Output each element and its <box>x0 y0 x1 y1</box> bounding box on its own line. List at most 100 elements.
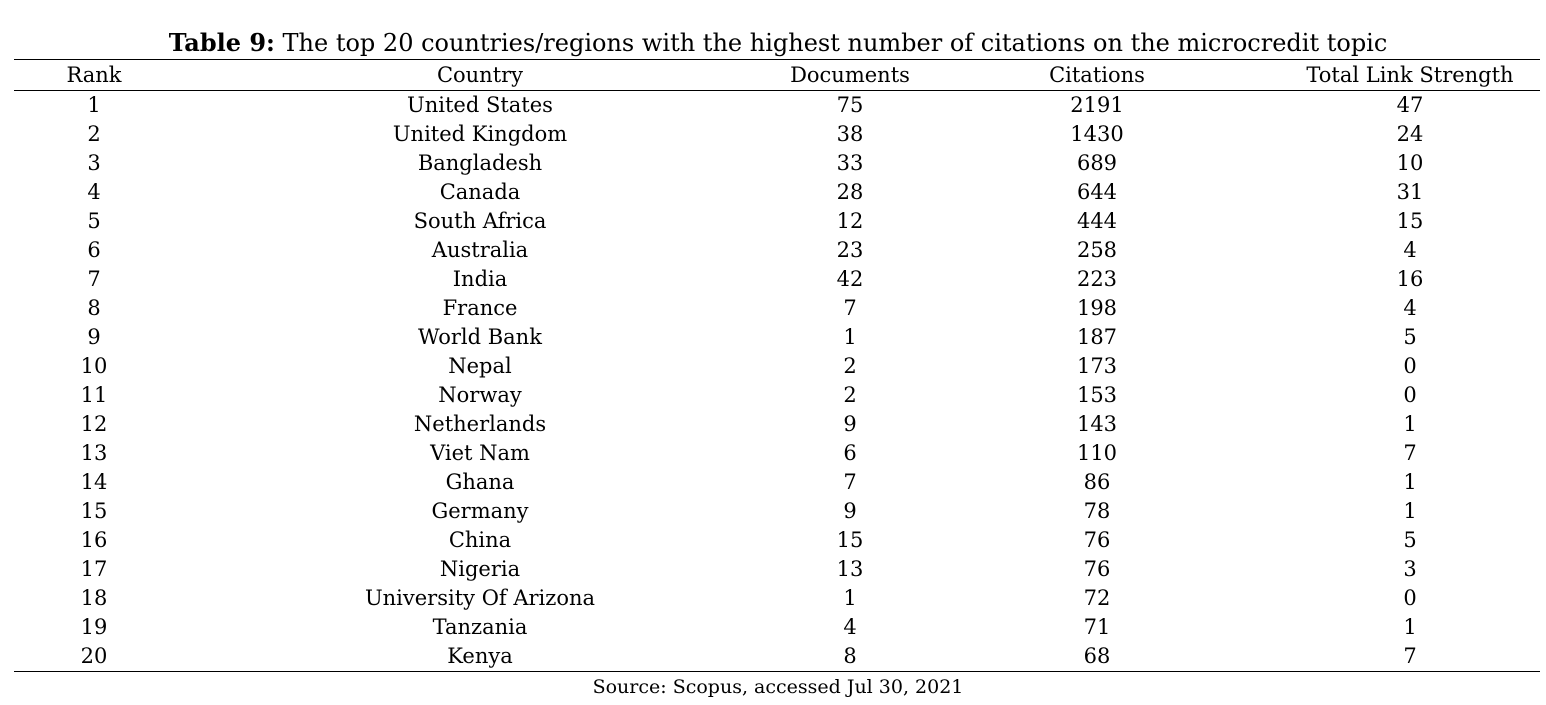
cell-total-link-strength: 0 <box>1403 383 1417 407</box>
cell-citations: 198 <box>1076 296 1118 320</box>
table-row: 7 India 42 223 16 <box>14 265 1540 294</box>
cell-rank: 20 <box>14 642 174 672</box>
cell-documents: 1 <box>843 325 857 349</box>
cell-rank: 17 <box>80 557 108 581</box>
cell-documents: 2 <box>843 354 857 378</box>
cell-total-link-strength: 10 <box>1396 151 1424 175</box>
cell-country: Tanzania <box>432 615 528 639</box>
table-caption: Table 9: The top 20 countries/regions wi… <box>0 28 1546 58</box>
cell-documents: 13 <box>836 557 864 581</box>
cell-country: France <box>442 296 518 320</box>
cell-citations: 1430 <box>1070 122 1124 146</box>
cell-documents: 8 <box>786 642 914 672</box>
cell-documents: 15 <box>836 528 864 552</box>
table-row: 19 Tanzania 4 71 1 <box>14 613 1540 642</box>
cell-citations: 689 <box>1076 151 1118 175</box>
cell-total-link-strength: 1 <box>1403 470 1417 494</box>
cell-country: Netherlands <box>413 412 547 436</box>
table-caption-label: Table 9: <box>168 28 275 57</box>
cell-citations: 143 <box>1076 412 1118 436</box>
cell-total-link-strength: 7 <box>1280 642 1540 672</box>
cell-citations: 76 <box>1083 528 1111 552</box>
table-row: 14 Ghana 7 86 1 <box>14 468 1540 497</box>
cell-documents: 9 <box>843 499 857 523</box>
cell-country: United Kingdom <box>392 122 568 146</box>
table-row: 2 United Kingdom 38 1430 24 <box>14 120 1540 149</box>
cell-documents: 38 <box>836 122 864 146</box>
table-row: 4 Canada 28 644 31 <box>14 178 1540 207</box>
cell-citations: 153 <box>1076 383 1118 407</box>
cell-citations: 76 <box>1083 557 1111 581</box>
cell-citations: 68 <box>914 642 1280 672</box>
cell-documents: 7 <box>843 296 857 320</box>
cell-country: Kenya <box>174 642 786 672</box>
cell-total-link-strength: 1 <box>1403 615 1417 639</box>
cell-country: Australia <box>431 238 529 262</box>
cell-country: Germany <box>431 499 529 523</box>
cell-country: Nepal <box>448 354 512 378</box>
cell-total-link-strength: 4 <box>1403 296 1417 320</box>
cell-total-link-strength: 5 <box>1403 528 1417 552</box>
cell-total-link-strength: 1 <box>1403 499 1417 523</box>
cell-rank: 3 <box>87 151 101 175</box>
cell-country: University Of Arizona <box>364 586 596 610</box>
cell-documents: 28 <box>836 180 864 204</box>
citations-table: Rank Country Documents Citations Total L… <box>14 59 1540 672</box>
cell-documents: 2 <box>843 383 857 407</box>
table-row: 3 Bangladesh 33 689 10 <box>14 149 1540 178</box>
cell-country: World Bank <box>418 325 542 349</box>
table-row: 18 University Of Arizona 1 72 0 <box>14 584 1540 613</box>
cell-total-link-strength: 5 <box>1403 325 1417 349</box>
cell-rank: 14 <box>80 470 108 494</box>
cell-country: United States <box>407 93 553 117</box>
cell-documents: 12 <box>836 209 864 233</box>
cell-rank: 9 <box>87 325 101 349</box>
table-row: 12 Netherlands 9 143 1 <box>14 410 1540 439</box>
table-row: 6 Australia 23 258 4 <box>14 236 1540 265</box>
cell-rank: 16 <box>80 528 108 552</box>
cell-country: Canada <box>439 180 521 204</box>
table-row: 5 South Africa 12 444 15 <box>14 207 1540 236</box>
cell-rank: 13 <box>80 441 108 465</box>
table-row: 1 United States 75 2191 47 <box>14 91 1540 121</box>
cell-documents: 23 <box>836 238 864 262</box>
header-total-link-strength: Total Link Strength <box>1280 59 1540 91</box>
cell-rank: 10 <box>80 354 108 378</box>
cell-total-link-strength: 16 <box>1396 267 1424 291</box>
cell-citations: 78 <box>1083 499 1111 523</box>
table-row: 9 World Bank 1 187 5 <box>14 323 1540 352</box>
cell-rank: 4 <box>87 180 101 204</box>
cell-documents: 42 <box>836 267 864 291</box>
cell-total-link-strength: 47 <box>1396 93 1424 117</box>
table-row: 15 Germany 9 78 1 <box>14 497 1540 526</box>
cell-country: India <box>452 267 508 291</box>
cell-rank: 7 <box>87 267 101 291</box>
cell-citations: 110 <box>1076 441 1118 465</box>
header-country: Country <box>174 59 786 91</box>
table-row: 8 France 7 198 4 <box>14 294 1540 323</box>
cell-rank: 6 <box>87 238 101 262</box>
cell-citations: 86 <box>1083 470 1111 494</box>
header-documents: Documents <box>786 59 914 91</box>
cell-documents: 9 <box>843 412 857 436</box>
cell-rank: 11 <box>80 383 108 407</box>
cell-citations: 644 <box>1076 180 1118 204</box>
cell-citations: 258 <box>1076 238 1118 262</box>
cell-total-link-strength: 15 <box>1396 209 1424 233</box>
cell-citations: 187 <box>1076 325 1118 349</box>
header-row: Rank Country Documents Citations Total L… <box>14 59 1540 91</box>
cell-citations: 444 <box>1076 209 1118 233</box>
cell-documents: 6 <box>843 441 857 465</box>
cell-country: Norway <box>438 383 522 407</box>
header-citations: Citations <box>914 59 1280 91</box>
cell-rank: 19 <box>80 615 108 639</box>
cell-country: Viet Nam <box>430 441 530 465</box>
cell-documents: 4 <box>843 615 857 639</box>
cell-country: Nigeria <box>439 557 521 581</box>
cell-country: China <box>448 528 512 552</box>
cell-total-link-strength: 4 <box>1403 238 1417 262</box>
cell-citations: 71 <box>1083 615 1111 639</box>
table-source-note: Source: Scopus, accessed Jul 30, 2021 <box>592 676 964 698</box>
table-body: 1 United States 75 2191 47 2 United Kingdom 38 1… <box>14 91 1540 672</box>
cell-documents: 33 <box>836 151 864 175</box>
